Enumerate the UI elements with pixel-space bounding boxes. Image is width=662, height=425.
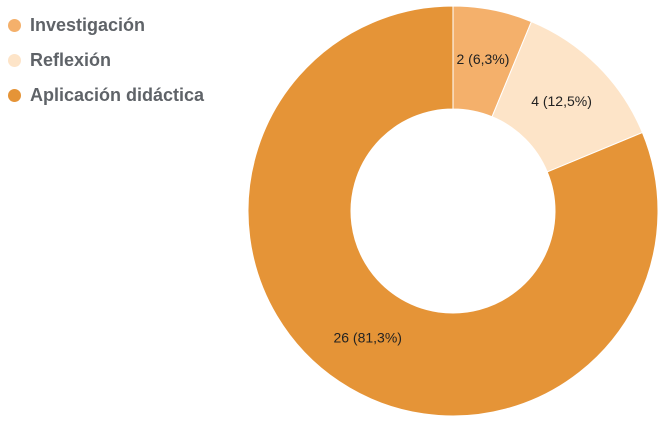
data-label-aplicacion-didactica: 26 (81,3%)	[333, 329, 401, 345]
legend-item-investigacion[interactable]: Investigación	[8, 8, 204, 43]
legend-item-aplicacion-didactica[interactable]: Aplicación didáctica	[8, 78, 204, 113]
legend-label-reflexion: Reflexión	[30, 50, 112, 70]
chart-legend: Investigación Reflexión Aplicación didác…	[8, 8, 204, 113]
legend-swatch-investigacion	[8, 19, 21, 32]
legend-label-aplicacion-didactica: Aplicación didáctica	[30, 85, 205, 105]
slice-aplicacion-didactica[interactable]	[247, 5, 659, 417]
legend-swatch-aplicacion-didactica	[8, 89, 21, 102]
data-label-investigacion: 2 (6,3%)	[456, 51, 509, 67]
legend-item-reflexion[interactable]: Reflexión	[8, 43, 204, 78]
legend-label-investigacion: Investigación	[30, 15, 146, 35]
data-label-reflexion: 4 (12,5%)	[531, 93, 592, 109]
legend-swatch-reflexion	[8, 54, 21, 67]
